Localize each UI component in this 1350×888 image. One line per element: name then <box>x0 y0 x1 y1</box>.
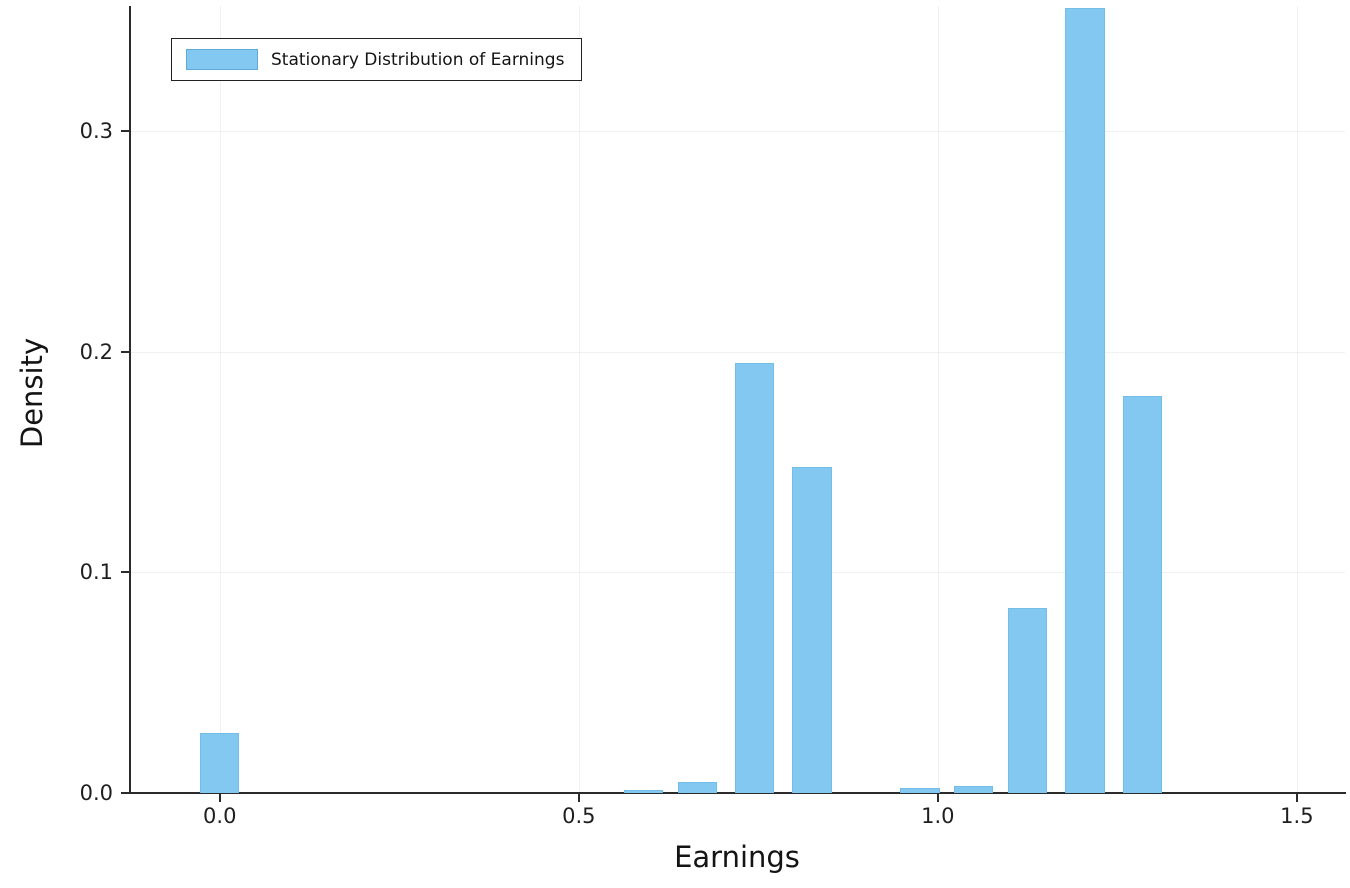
y-tick <box>121 130 129 133</box>
y-tick <box>121 571 129 574</box>
x-tick <box>577 794 580 802</box>
x-tick <box>1295 794 1298 802</box>
legend-swatch <box>186 49 258 70</box>
y-tick <box>121 792 129 794</box>
x-gridline <box>937 6 939 793</box>
bar <box>954 786 994 793</box>
x-tick-label: 1.0 <box>921 804 955 828</box>
plot-area <box>130 6 1345 793</box>
x-tick <box>936 794 939 802</box>
x-axis-label: Earnings <box>674 840 800 874</box>
legend-label: Stationary Distribution of Earnings <box>271 49 565 70</box>
x-tick-label: 0.0 <box>203 804 237 828</box>
x-gridline <box>219 6 221 793</box>
y-tick <box>121 350 129 353</box>
y-tick-label: 0.3 <box>79 119 113 144</box>
x-tick-label: 1.5 <box>1280 804 1314 828</box>
bar <box>677 781 718 793</box>
x-gridline <box>578 6 580 793</box>
bar <box>1065 7 1105 793</box>
x-gridline <box>1296 6 1298 793</box>
y-gridline <box>130 131 1345 133</box>
bar <box>623 789 664 793</box>
bar <box>734 362 775 793</box>
y-tick-label: 0.2 <box>79 339 113 364</box>
legend: Stationary Distribution of Earnings <box>171 38 583 81</box>
x-tick-label: 0.5 <box>562 804 596 828</box>
bar <box>792 466 832 793</box>
y-tick-label: 0.0 <box>79 781 113 805</box>
x-axis-line <box>129 792 1346 794</box>
y-axis-label: Density <box>15 337 49 449</box>
bar <box>1007 607 1048 793</box>
y-gridline <box>130 351 1345 353</box>
bar <box>1122 395 1163 793</box>
y-tick-label: 0.1 <box>79 560 113 585</box>
y-axis-line <box>129 6 131 794</box>
bar <box>200 733 240 793</box>
bar <box>900 787 940 793</box>
x-tick <box>218 794 221 802</box>
